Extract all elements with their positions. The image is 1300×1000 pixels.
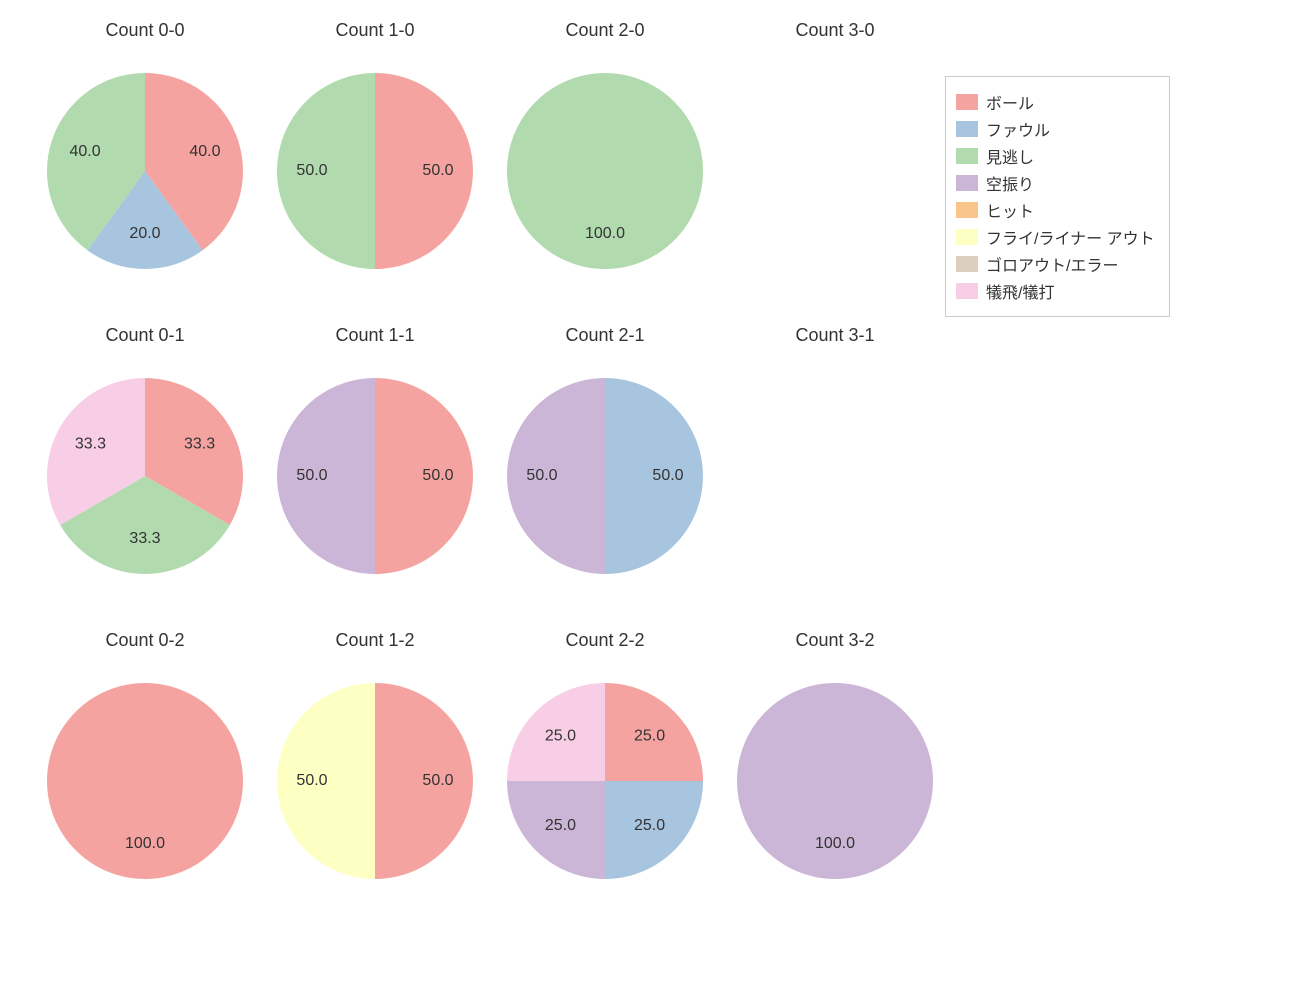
pie-title: Count 3-0 [715, 20, 955, 41]
pie-slice-label: 50.0 [422, 467, 453, 484]
pie-chart: 50.0 50.0 [255, 51, 495, 291]
legend-label: ファウル [986, 117, 1050, 141]
legend-item: 見逃し [956, 144, 1155, 168]
pie-cell: Count 3-1 [715, 325, 955, 596]
pie-slice-label: 50.0 [422, 162, 453, 179]
legend-label: フライ/ライナー アウト [986, 225, 1155, 249]
pie-chart: 50.0 50.0 [255, 356, 495, 596]
legend: ボールファウル見逃し空振りヒットフライ/ライナー アウトゴロアウト/エラー犠飛/… [945, 76, 1170, 317]
pie-slice-label: 25.0 [545, 728, 576, 745]
pie-title: Count 2-1 [485, 325, 725, 346]
pie-slice-label: 50.0 [296, 162, 327, 179]
pie-slice-label: 25.0 [545, 817, 576, 834]
legend-label: 犠飛/犠打 [986, 279, 1054, 303]
pie-chart: 100.0 [25, 661, 265, 901]
pie-cell: Count 0-1 33.3 33.3 33.3 [25, 325, 265, 596]
legend-swatch [956, 121, 978, 137]
legend-swatch [956, 229, 978, 245]
pie-title: Count 0-0 [25, 20, 265, 41]
pie-slice-label: 33.3 [75, 436, 106, 453]
pie-title: Count 1-0 [255, 20, 495, 41]
pie-title: Count 2-0 [485, 20, 725, 41]
pie-slice-label: 50.0 [422, 772, 453, 789]
pie-grid: Count 0-040.020.040.0Count 1-050.050.0Co… [0, 0, 1300, 1000]
pie-cell: Count 3-2 100.0 [715, 630, 955, 901]
pie-slice-label: 100.0 [815, 835, 855, 852]
pie-title: Count 0-2 [25, 630, 265, 651]
pie-chart: 50.0 50.0 [255, 661, 495, 901]
pie-slice-label: 100.0 [585, 225, 625, 242]
pie-chart: 50.0 50.0 [485, 356, 725, 596]
pie-chart: 25.0 25.0 25.0 25.0 [485, 661, 725, 901]
legend-label: ボール [986, 90, 1034, 114]
pie-title: Count 1-2 [255, 630, 495, 651]
pie-cell: Count 1-1 50.0 50.0 [255, 325, 495, 596]
pie-chart: 100.0 [485, 51, 725, 291]
legend-item: 空振り [956, 171, 1155, 195]
legend-item: ゴロアウト/エラー [956, 252, 1155, 276]
legend-item: ボール [956, 90, 1155, 114]
legend-item: ファウル [956, 117, 1155, 141]
pie-slice-label: 50.0 [526, 467, 557, 484]
legend-label: 見逃し [986, 144, 1034, 168]
legend-swatch [956, 283, 978, 299]
legend-item: 犠飛/犠打 [956, 279, 1155, 303]
pie-slice-label: 40.0 [189, 143, 220, 160]
pie-cell: Count 2-1 50.0 50.0 [485, 325, 725, 596]
legend-item: ヒット [956, 198, 1155, 222]
pie-cell: Count 0-0 40.0 20.0 40.0 [25, 20, 265, 291]
pie-chart [715, 356, 955, 596]
pie-title: Count 2-2 [485, 630, 725, 651]
legend-label: ゴロアウト/エラー [986, 252, 1118, 276]
pie-slice-label: 50.0 [296, 467, 327, 484]
legend-swatch [956, 148, 978, 164]
legend-label: 空振り [986, 171, 1034, 195]
pie-chart [715, 51, 955, 291]
pie-slice-label: 25.0 [634, 728, 665, 745]
legend-label: ヒット [986, 198, 1034, 222]
pie-cell: Count 3-0 [715, 20, 955, 291]
legend-swatch [956, 256, 978, 272]
pie-title: Count 3-2 [715, 630, 955, 651]
pie-cell: Count 2-0 100.0 [485, 20, 725, 291]
pie-slice-label: 33.3 [184, 436, 215, 453]
pie-slice-label: 100.0 [125, 835, 165, 852]
pie-slice-label: 50.0 [296, 772, 327, 789]
pie-cell: Count 1-2 50.0 50.0 [255, 630, 495, 901]
pie-slice-label: 50.0 [652, 467, 683, 484]
pie-cell: Count 0-2 100.0 [25, 630, 265, 901]
pie-title: Count 3-1 [715, 325, 955, 346]
legend-swatch [956, 175, 978, 191]
pie-cell: Count 2-2 25.0 25.0 25.0 25.0 [485, 630, 725, 901]
legend-swatch [956, 94, 978, 110]
pie-slice-label: 33.3 [129, 530, 160, 547]
legend-item: フライ/ライナー アウト [956, 225, 1155, 249]
pie-cell: Count 1-0 50.0 50.0 [255, 20, 495, 291]
pie-slice-label: 25.0 [634, 817, 665, 834]
pie-title: Count 0-1 [25, 325, 265, 346]
pie-chart: 40.0 20.0 40.0 [25, 51, 265, 291]
pie-chart: 33.3 33.3 33.3 [25, 356, 265, 596]
pie-slice-label: 20.0 [129, 225, 160, 242]
pie-slice-label: 40.0 [70, 143, 101, 160]
pie-title: Count 1-1 [255, 325, 495, 346]
pie-chart: 100.0 [715, 661, 955, 901]
legend-swatch [956, 202, 978, 218]
